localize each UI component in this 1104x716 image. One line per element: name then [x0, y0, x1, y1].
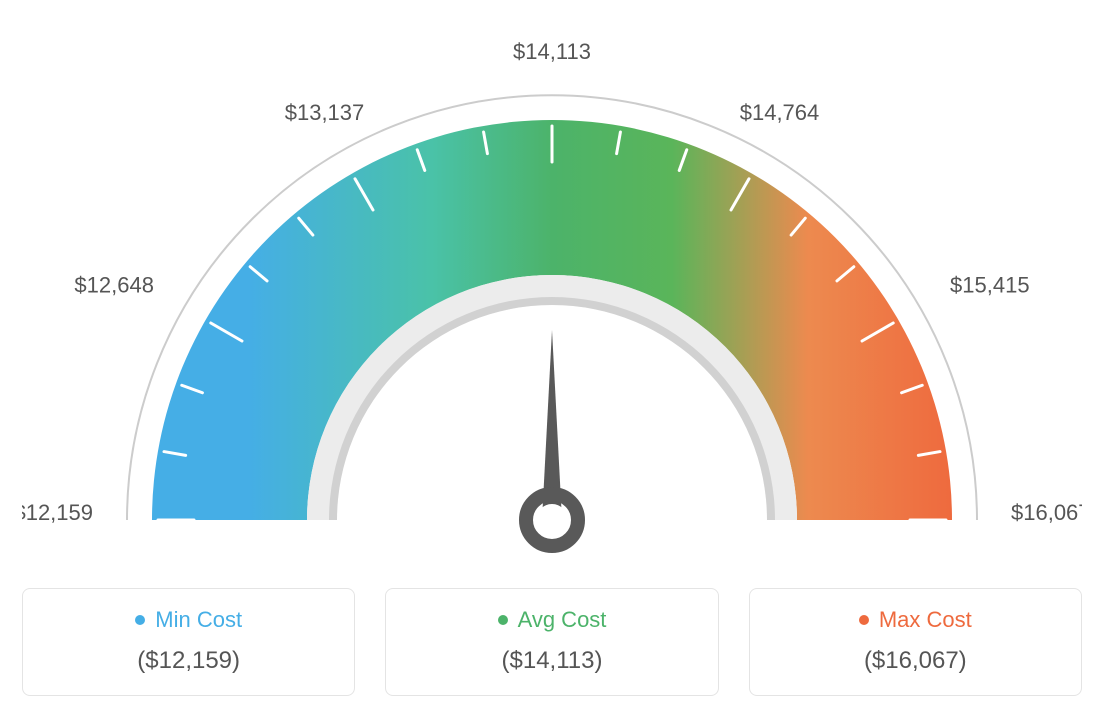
legend-title-text: Avg Cost [518, 607, 607, 633]
tick-label: $14,764 [740, 100, 820, 125]
legend-card: Max Cost ($16,067) [749, 588, 1082, 696]
tick-label: $13,137 [285, 100, 365, 125]
legend-card: Min Cost ($12,159) [22, 588, 355, 696]
legend-value: ($12,159) [137, 647, 240, 675]
tick-label: $15,415 [950, 273, 1030, 298]
legend-value: ($14,113) [502, 647, 603, 675]
legend-title-text: Min Cost [155, 607, 242, 633]
legend-dot-icon [859, 615, 869, 625]
legend-title: Min Cost [135, 607, 242, 633]
needle-hub-inner [536, 504, 568, 536]
tick-label: $12,648 [74, 273, 154, 298]
tick-label: $16,067 [1011, 500, 1082, 525]
gauge-svg: $12,159 $12,648 $13,137 $14,113 $14,764 $15,4… [22, 20, 1082, 580]
legend-dot-icon [498, 615, 508, 625]
legend-value: ($16,067) [864, 647, 967, 675]
legend-title-text: Max Cost [879, 607, 972, 633]
legend-card: Avg Cost ($14,113) [385, 588, 718, 696]
legend-title: Avg Cost [498, 607, 607, 633]
legend-title: Max Cost [859, 607, 972, 633]
tick-label: $12,159 [22, 500, 93, 525]
legend-dot-icon [135, 615, 145, 625]
cost-gauge-chart: $12,159 $12,648 $13,137 $14,113 $14,764 $15,4… [22, 20, 1082, 580]
legend-row: Min Cost ($12,159) Avg Cost ($14,113) Max Co… [22, 588, 1082, 696]
tick-label: $14,113 [513, 39, 591, 64]
